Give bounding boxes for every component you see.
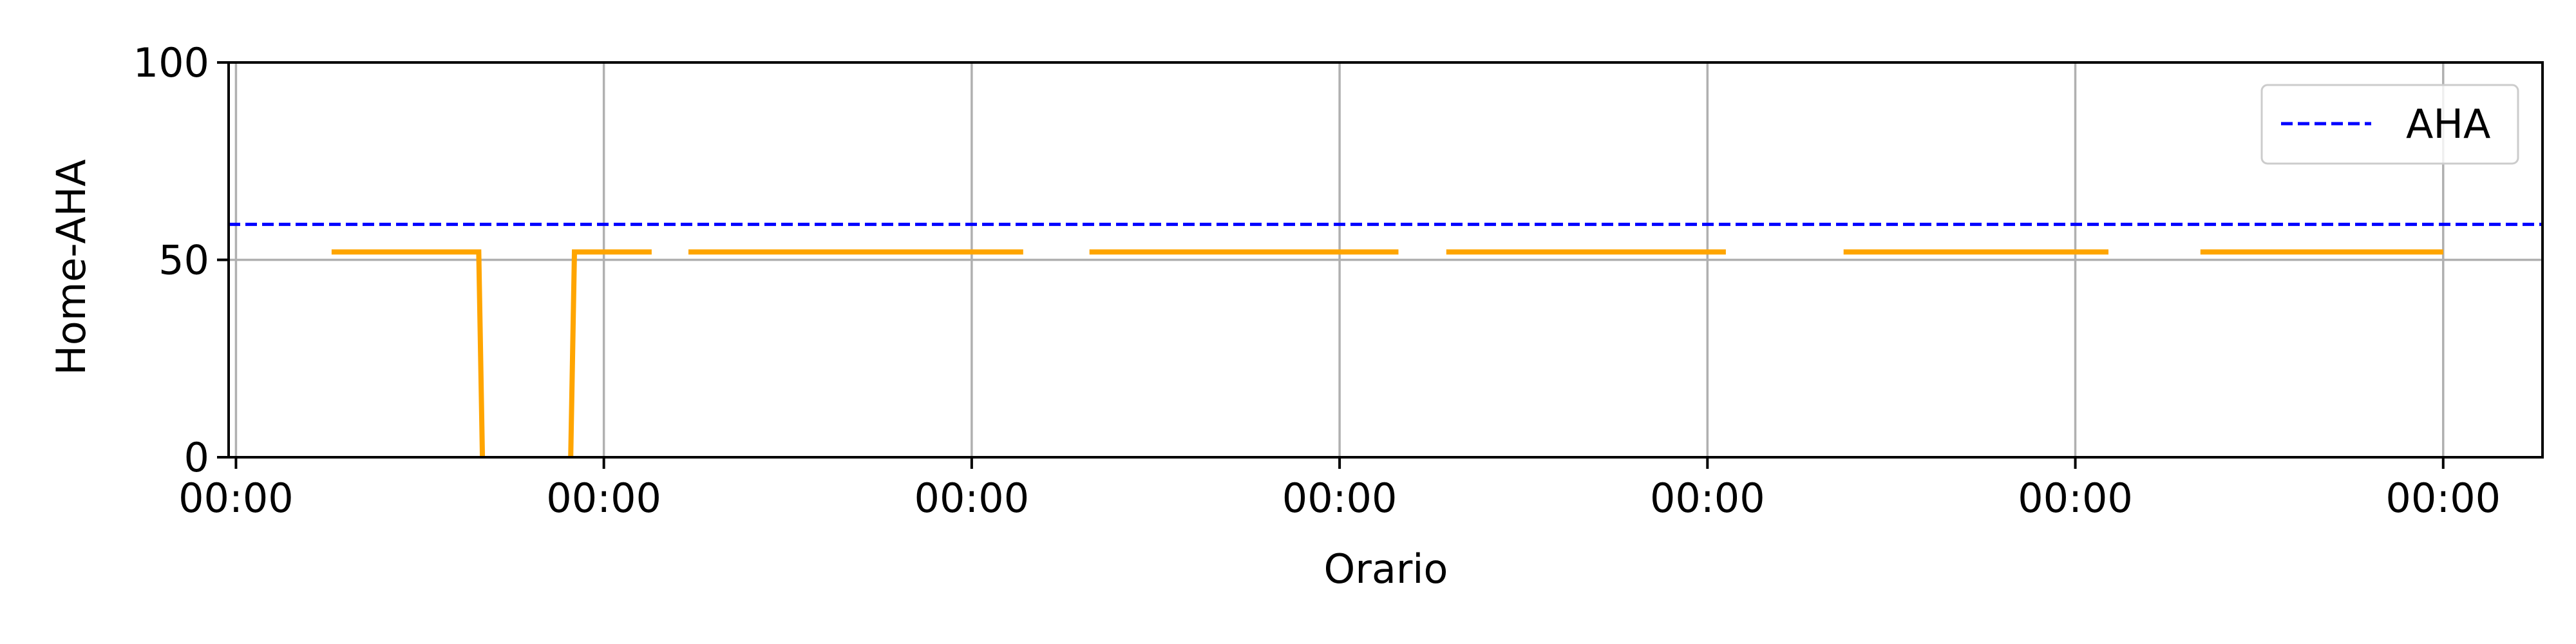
legend-label-aha: AHA xyxy=(2406,100,2490,147)
x-tick-label: 00:00 xyxy=(2018,475,2133,522)
ticks: 00:00 00:00 00:00 00:00 00:00 00:00 00:0005010… xyxy=(133,39,2501,522)
x-tick-label: 00:00 xyxy=(914,475,1030,522)
legend-frame xyxy=(2260,84,2519,165)
y-tick-label: 100 xyxy=(133,39,209,86)
legend: AHA xyxy=(2260,84,2519,165)
x-tick-label: 00:00 xyxy=(1650,475,1765,522)
x-tick-label: 00:00 xyxy=(546,475,661,522)
series-layer xyxy=(229,222,2543,458)
y-tick-label: 0 xyxy=(184,434,209,481)
series-segment xyxy=(331,249,486,458)
y-axis-title: Home-AHA xyxy=(48,159,95,375)
x-tick-label: 00:00 xyxy=(1282,475,1397,522)
x-tick-label: 00:00 xyxy=(2385,475,2501,522)
x-axis-title: Orario xyxy=(1324,545,1448,592)
x-tick-label: 00:00 xyxy=(178,475,294,522)
series-segment xyxy=(568,249,652,458)
y-tick-label: 50 xyxy=(158,237,209,284)
